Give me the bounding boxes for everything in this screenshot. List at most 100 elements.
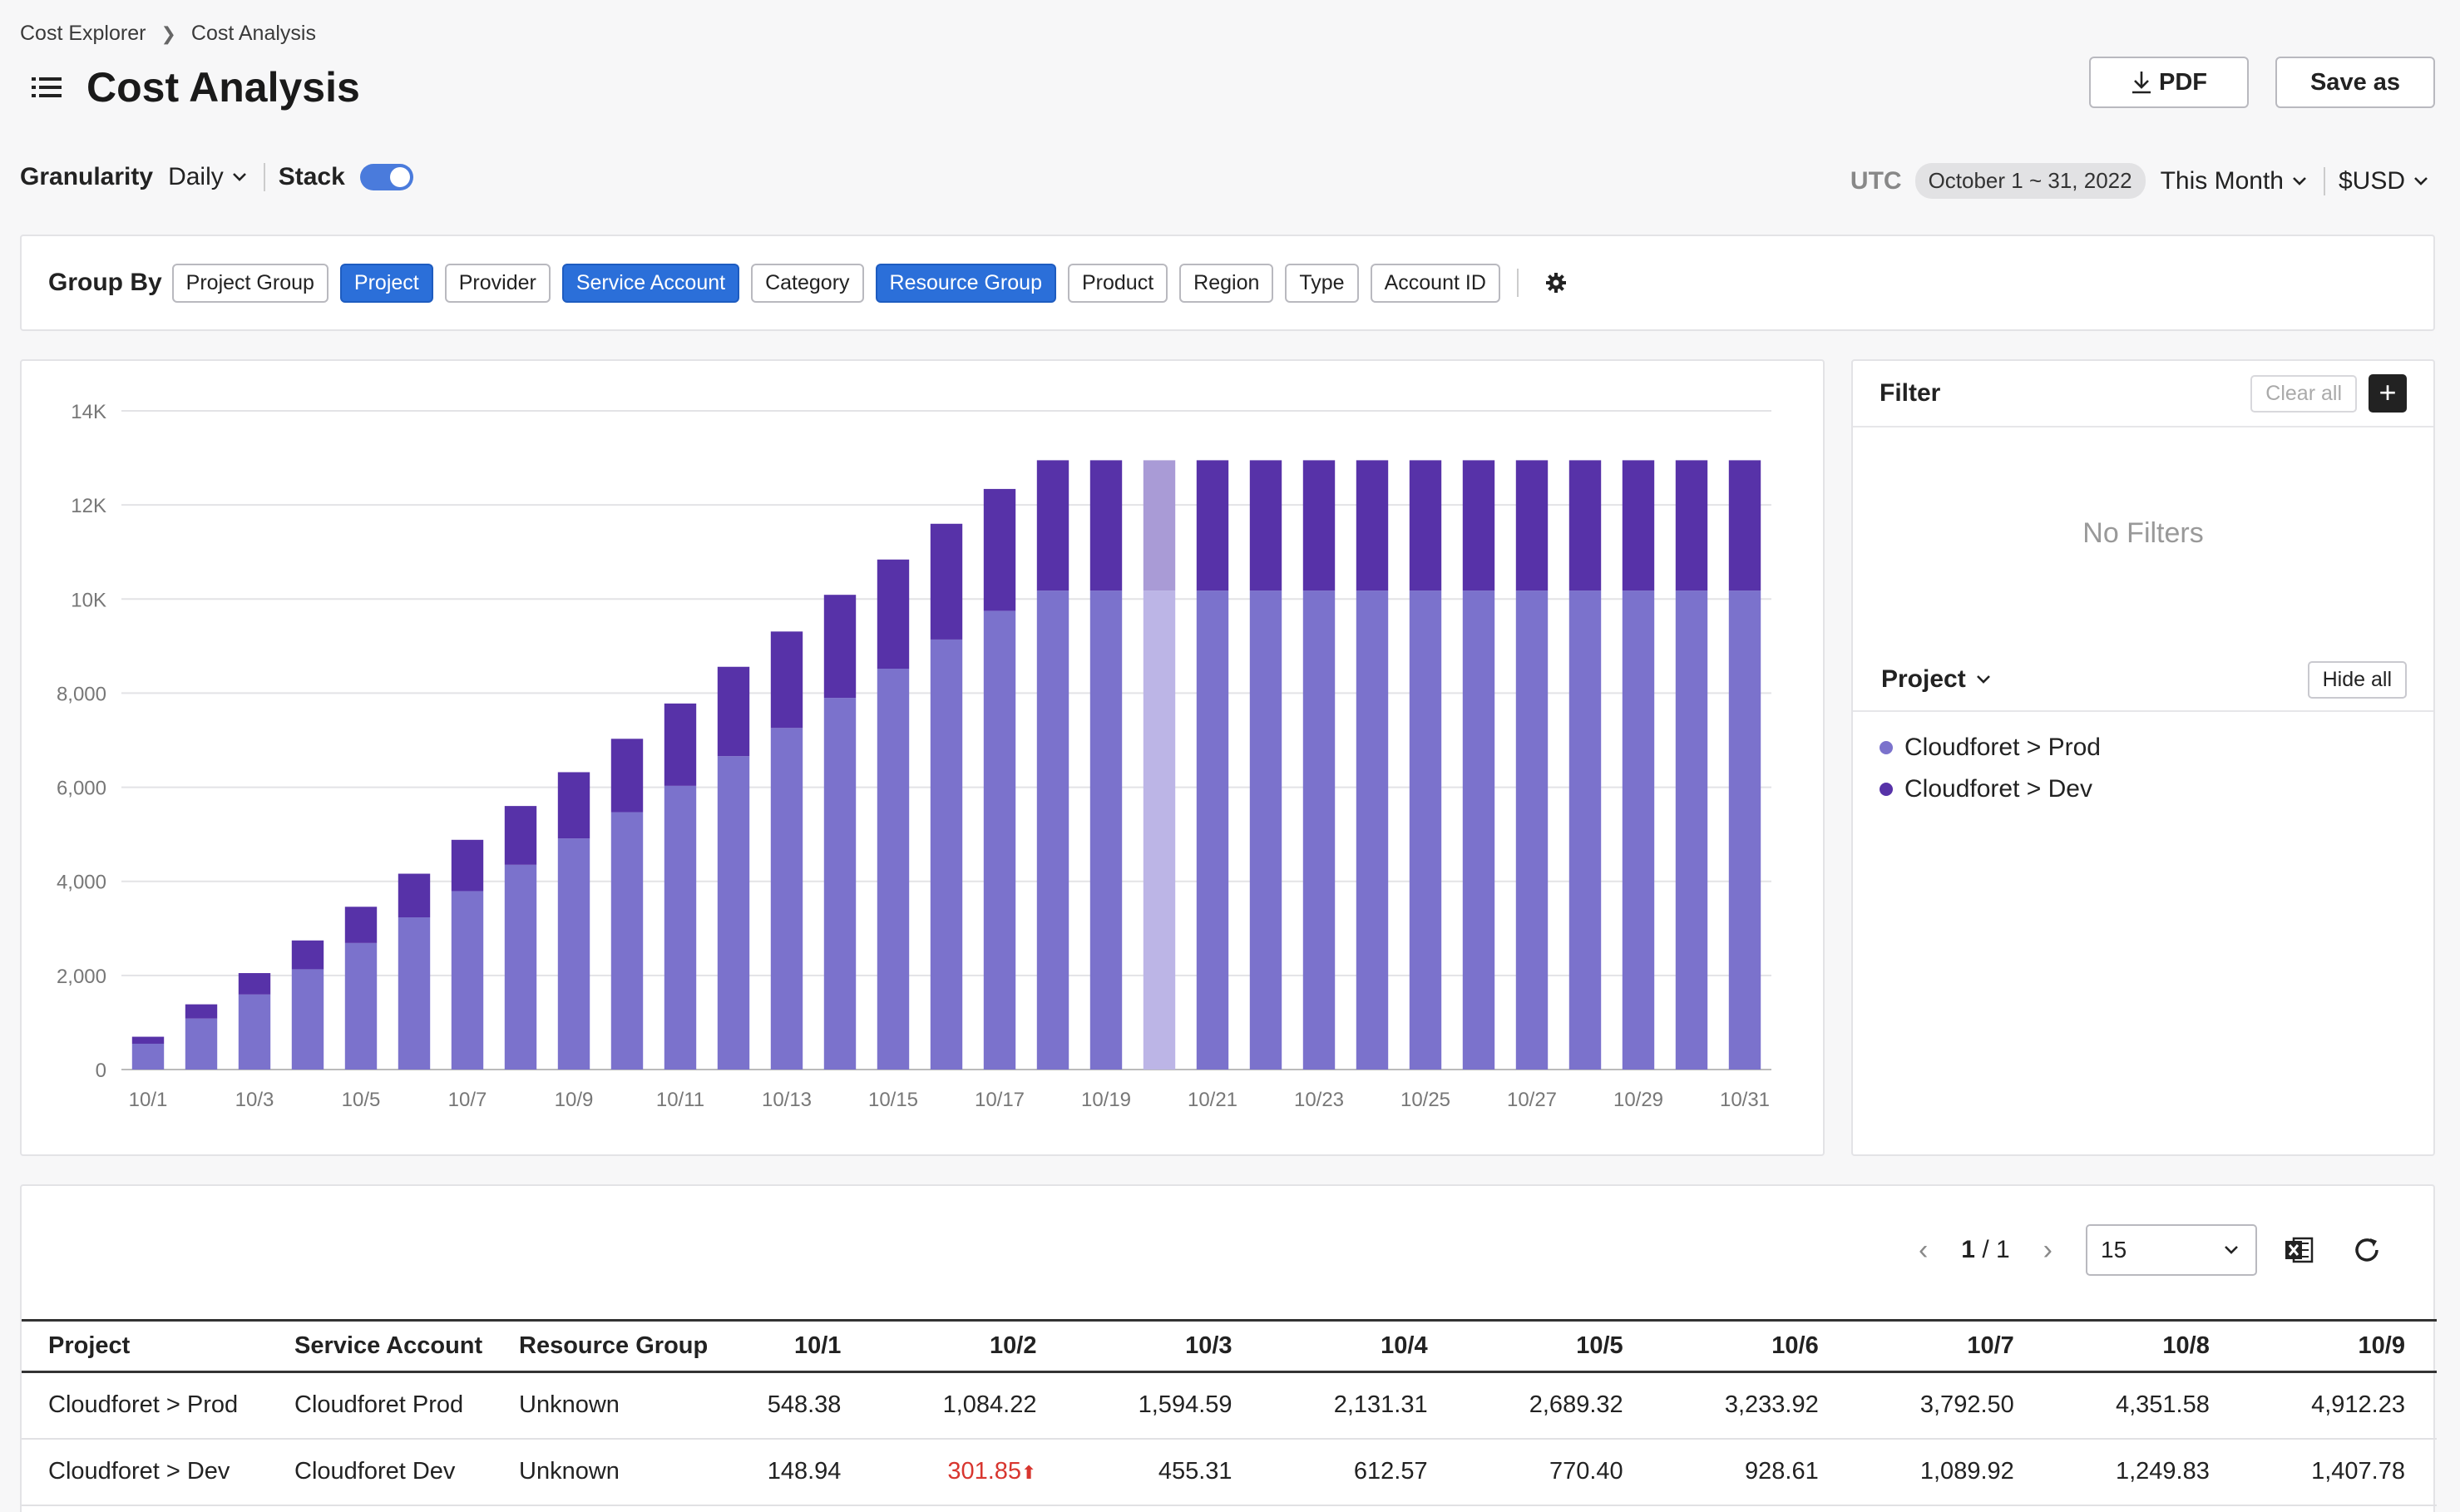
gear-icon[interactable] (1544, 270, 1568, 295)
bar-segment[interactable] (1515, 590, 1549, 1070)
table-row[interactable]: Cloudforet > Dev Cloudforet Dev Unknown … (22, 1438, 2437, 1506)
bar-segment[interactable] (1568, 590, 1602, 1070)
bar-segment[interactable] (1196, 460, 1229, 591)
bar-segment[interactable] (344, 942, 378, 1070)
bar-segment[interactable] (877, 669, 910, 1070)
bar-segment[interactable] (717, 756, 750, 1070)
bar-segment[interactable] (983, 488, 1016, 611)
bar-segment[interactable] (1462, 590, 1495, 1070)
bar-segment[interactable] (291, 940, 324, 970)
bar-segment[interactable] (557, 772, 590, 839)
bar-segment[interactable] (1089, 460, 1123, 591)
bar-segment[interactable] (823, 595, 857, 699)
bar-segment[interactable] (1356, 590, 1389, 1070)
bar-segment[interactable] (1462, 460, 1495, 591)
column-header[interactable]: 10/8 (2162, 1332, 2210, 1359)
bar-segment[interactable] (344, 907, 378, 943)
add-filter-button[interactable]: + (2369, 374, 2407, 413)
bar-segment[interactable] (1302, 460, 1336, 591)
bar-segment[interactable] (770, 631, 803, 729)
legend-item[interactable]: Cloudforet > Dev (1880, 768, 2101, 810)
bar-segment[interactable] (398, 873, 431, 918)
bar-segment[interactable] (664, 703, 697, 786)
column-header[interactable]: Project (48, 1332, 131, 1359)
bar-segment[interactable] (1409, 460, 1442, 591)
hide-all-button[interactable]: Hide all (2307, 660, 2407, 699)
date-range-pill[interactable]: October 1 ~ 31, 2022 (1914, 163, 2146, 199)
timezone-label[interactable]: UTC (1850, 166, 1902, 195)
bar-segment[interactable] (131, 1036, 165, 1044)
bar-segment[interactable] (1728, 590, 1761, 1070)
group-by-chip[interactable]: Resource Group (875, 263, 1056, 303)
bar-segment[interactable] (1728, 460, 1761, 591)
refresh-icon[interactable] (2350, 1233, 2383, 1267)
bar-segment[interactable] (1036, 590, 1069, 1070)
column-header[interactable]: 10/1 (793, 1332, 842, 1359)
column-header[interactable]: 10/3 (1185, 1332, 1232, 1359)
bar-segment[interactable] (1356, 460, 1389, 591)
column-header[interactable]: 10/5 (1576, 1332, 1623, 1359)
column-header[interactable]: Resource Group (519, 1332, 709, 1359)
bar-segment[interactable] (1409, 590, 1442, 1070)
bar-segment[interactable] (451, 891, 484, 1070)
bar-segment[interactable] (1036, 460, 1069, 591)
bar-segment[interactable] (1515, 460, 1549, 591)
legend-item[interactable]: Cloudforet > Prod (1880, 727, 2101, 768)
bar-segment[interactable] (1568, 460, 1602, 591)
bar-segment[interactable] (983, 610, 1016, 1070)
bar-segment[interactable] (930, 523, 963, 640)
group-by-chip[interactable]: Project (339, 263, 433, 303)
column-header[interactable]: 10/7 (1967, 1332, 2014, 1359)
bar-segment[interactable] (1143, 460, 1176, 591)
page-size-select[interactable]: 15 (2086, 1224, 2257, 1276)
project-legend-dropdown[interactable]: Project (1881, 665, 1994, 694)
chevron-left-icon[interactable]: ‹ (1918, 1233, 1929, 1266)
bar-segment[interactable] (398, 917, 431, 1070)
bar-segment[interactable] (1143, 590, 1176, 1070)
column-header[interactable]: 10/9 (2358, 1332, 2405, 1359)
bar-segment[interactable] (238, 973, 271, 995)
bar-segment[interactable] (610, 812, 644, 1070)
column-header[interactable]: 10/2 (990, 1332, 1037, 1359)
group-by-chip[interactable]: Service Account (561, 263, 740, 303)
bar-segment[interactable] (823, 698, 857, 1070)
pdf-download-button[interactable]: PDF (2089, 57, 2249, 108)
bar-segment[interactable] (131, 1043, 165, 1070)
group-by-chip[interactable]: Account ID (1370, 263, 1500, 303)
bar-segment[interactable] (185, 1018, 218, 1070)
bar-segment[interactable] (1622, 460, 1655, 591)
bar-segment[interactable] (717, 666, 750, 757)
breadcrumb-parent-link[interactable]: Cost Explorer (20, 22, 146, 45)
bar-segment[interactable] (185, 1004, 218, 1019)
bar-segment[interactable] (1675, 590, 1708, 1070)
bar-segment[interactable] (504, 864, 537, 1070)
group-by-chip[interactable]: Provider (444, 263, 551, 303)
bar-segment[interactable] (877, 559, 910, 670)
bar-segment[interactable] (770, 728, 803, 1070)
group-by-chip[interactable]: Region (1179, 263, 1274, 303)
bar-segment[interactable] (504, 806, 537, 865)
bar-segment[interactable] (610, 739, 644, 813)
bar-segment[interactable] (451, 839, 484, 892)
bar-segment[interactable] (1249, 460, 1282, 591)
group-by-chip[interactable]: Category (751, 263, 864, 303)
currency-dropdown[interactable]: $USD (2339, 167, 2432, 195)
column-header[interactable]: Service Account (294, 1332, 483, 1359)
table-row[interactable]: Cloudforet > Prod Cloudforet Prod Unknow… (22, 1371, 2437, 1440)
bar-segment[interactable] (664, 785, 697, 1070)
bar-segment[interactable] (291, 969, 324, 1070)
bar-segment[interactable] (557, 838, 590, 1070)
chevron-right-icon[interactable]: › (2043, 1233, 2052, 1266)
period-dropdown[interactable]: This Month (2161, 167, 2310, 195)
save-as-button[interactable]: Save as (2275, 57, 2435, 108)
bar-segment[interactable] (238, 994, 271, 1070)
bar-segment[interactable] (1302, 590, 1336, 1070)
bar-segment[interactable] (1622, 590, 1655, 1070)
stack-toggle[interactable] (359, 164, 413, 190)
column-header[interactable]: 10/6 (1771, 1332, 1819, 1359)
bar-segment[interactable] (1089, 590, 1123, 1070)
bar-segment[interactable] (930, 639, 963, 1070)
granularity-dropdown[interactable]: Daily (168, 163, 250, 191)
group-by-chip[interactable]: Product (1067, 263, 1168, 303)
group-by-chip[interactable]: Project Group (171, 263, 328, 303)
